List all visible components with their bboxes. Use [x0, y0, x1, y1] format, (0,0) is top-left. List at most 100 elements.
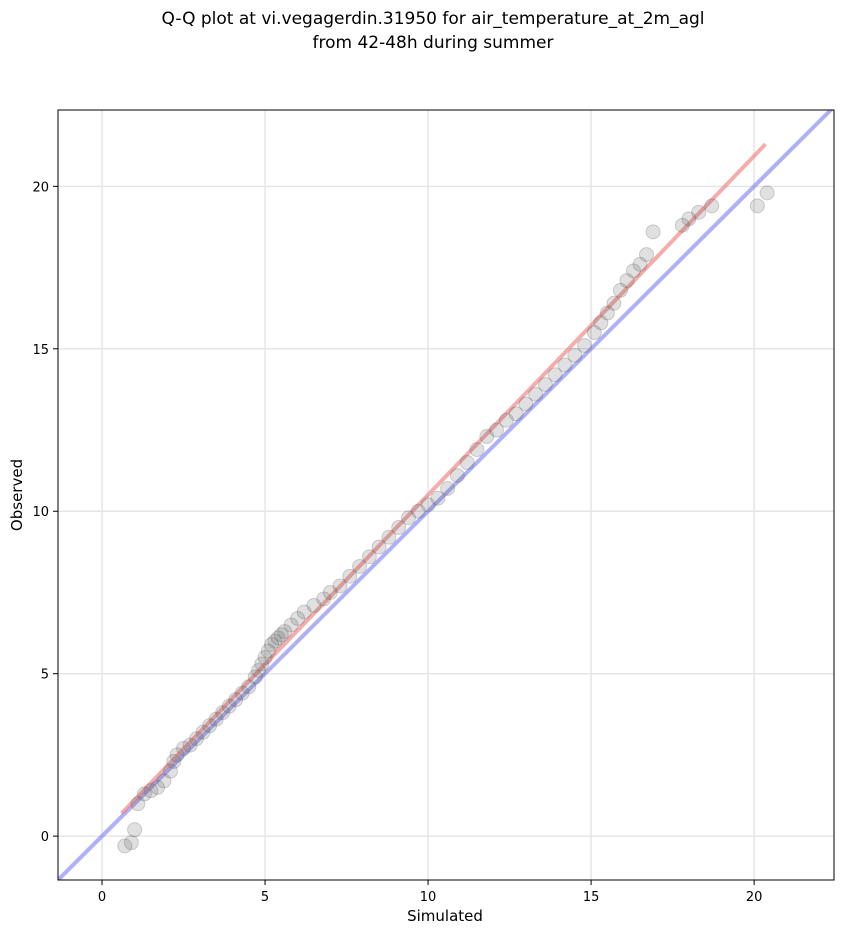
data-point	[149, 779, 165, 795]
data-point	[277, 623, 293, 639]
data-point	[195, 724, 211, 740]
data-point	[208, 711, 224, 727]
fit-line	[120, 142, 767, 815]
data-point	[508, 406, 524, 422]
data-point	[420, 497, 436, 513]
data-point	[316, 591, 332, 607]
data-point	[625, 263, 641, 279]
x-tick-label: 15	[583, 890, 600, 905]
data-point	[251, 662, 267, 678]
data-point	[691, 204, 707, 220]
data-point	[498, 412, 514, 428]
data-point	[322, 584, 338, 600]
data-point	[599, 305, 615, 321]
data-point	[612, 282, 628, 298]
data-point	[619, 273, 635, 289]
data-point	[371, 539, 387, 555]
data-point	[270, 630, 286, 646]
data-point	[143, 783, 159, 799]
data-point	[440, 481, 456, 497]
data-point	[257, 649, 273, 665]
data-point	[449, 468, 465, 484]
data-point	[221, 698, 237, 714]
data-point	[352, 558, 368, 574]
data-point	[228, 692, 244, 708]
data-point	[391, 519, 407, 535]
y-tick-label: 0	[41, 830, 49, 845]
data-point	[401, 510, 417, 526]
data-points	[117, 185, 775, 854]
data-point	[156, 773, 172, 789]
x-tick-label: 10	[420, 890, 437, 905]
data-point	[518, 396, 534, 412]
data-point	[254, 656, 270, 672]
data-point	[759, 185, 775, 201]
chart-title-line-2: from 42-48h during summer	[313, 33, 554, 53]
data-point	[547, 367, 563, 383]
y-axis-ticks: 0 5 10 15 20	[32, 180, 58, 845]
data-point	[361, 549, 377, 565]
data-point	[264, 636, 280, 652]
data-point	[267, 633, 283, 649]
data-point	[704, 198, 720, 214]
data-point	[127, 822, 143, 838]
data-point	[166, 753, 182, 769]
y-tick-label: 10	[32, 505, 49, 520]
y-tick-label: 15	[32, 343, 49, 358]
data-point	[410, 503, 426, 519]
data-point	[176, 740, 192, 756]
data-point	[215, 705, 231, 721]
data-point	[577, 338, 593, 354]
data-point	[169, 747, 185, 763]
data-point	[130, 796, 146, 812]
data-point	[136, 786, 152, 802]
grid-lines	[58, 110, 834, 880]
data-point	[202, 718, 218, 734]
data-point	[247, 669, 263, 685]
data-point	[182, 737, 198, 753]
data-point	[459, 455, 475, 471]
data-point	[674, 217, 690, 233]
data-point	[469, 442, 485, 458]
data-point	[586, 325, 602, 341]
data-point	[296, 604, 312, 620]
y-tick-label: 5	[41, 668, 49, 683]
data-point	[557, 357, 573, 373]
x-tick-label: 20	[746, 890, 763, 905]
data-point	[479, 429, 495, 445]
data-point	[606, 295, 622, 311]
data-point	[593, 315, 609, 331]
plot-area-frame	[57, 109, 835, 881]
data-point	[234, 685, 250, 701]
y-tick-label: 20	[32, 180, 49, 195]
data-point	[273, 627, 289, 643]
x-tick-label: 0	[98, 890, 106, 905]
data-point	[749, 198, 765, 214]
reference-lines	[58, 110, 834, 880]
data-point	[537, 377, 553, 393]
y-axis-label: Observed	[8, 459, 26, 531]
data-point	[123, 835, 139, 851]
data-point	[283, 617, 299, 633]
data-point	[528, 386, 544, 402]
data-point	[489, 422, 505, 438]
data-point	[567, 347, 583, 363]
chart-title-line-1: Q-Q plot at vi.vegagerdin.31950 for air_…	[161, 9, 704, 29]
data-point	[306, 597, 322, 613]
data-point	[632, 256, 648, 272]
data-point	[681, 211, 697, 227]
x-axis-label: Simulated	[407, 907, 483, 925]
data-point	[189, 731, 205, 747]
data-point	[381, 529, 397, 545]
data-point	[332, 578, 348, 594]
data-point	[342, 568, 358, 584]
data-point	[162, 763, 178, 779]
data-point	[241, 679, 257, 695]
data-point	[260, 643, 276, 659]
x-tick-label: 5	[261, 890, 269, 905]
data-point	[117, 838, 133, 854]
data-point	[290, 610, 306, 626]
x-axis-ticks: 0 5 10 15 20	[98, 880, 763, 905]
data-point	[645, 224, 661, 240]
